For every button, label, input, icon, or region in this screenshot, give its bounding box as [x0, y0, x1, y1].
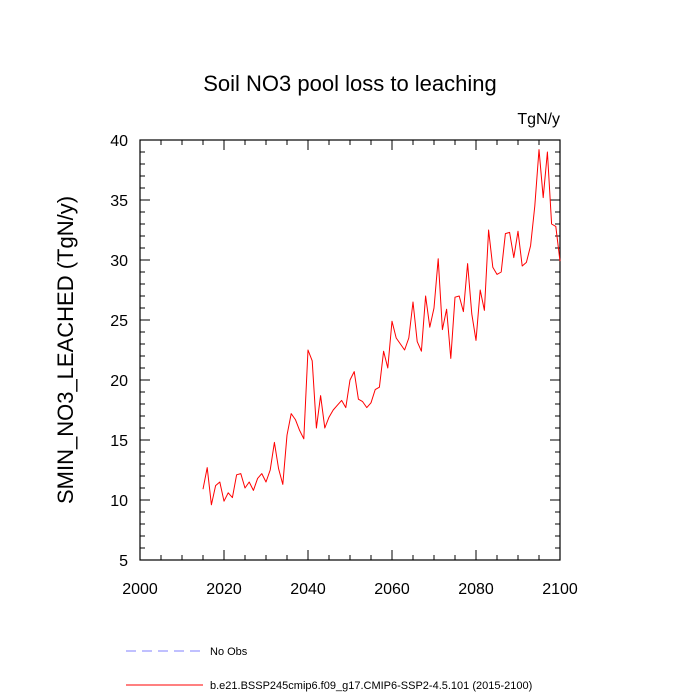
y-tick-label: 15 [110, 433, 128, 450]
legend-label-model-run: b.e21.BSSP245cmip6.f09_g17.CMIP6-SSP2-4.… [210, 680, 532, 692]
y-tick-label: 20 [110, 373, 128, 390]
y-tick-label: 35 [110, 193, 128, 210]
x-tick-label: 2060 [374, 581, 410, 598]
y-tick-label: 40 [110, 133, 128, 150]
series-layer [202, 149, 561, 506]
y-tick-label: 10 [110, 493, 128, 510]
series-line-0 [202, 149, 561, 506]
x-tick-label: 2000 [122, 581, 158, 598]
y-axis: 5 10 15 20 25 30 35 40 [110, 133, 560, 570]
chart-title: Soil NO3 pool loss to leaching [203, 71, 497, 96]
x-tick-label: 2100 [542, 581, 578, 598]
y-axis-label: SMIN_NO3_LEACHED (TgN/y) [53, 196, 78, 504]
units-label: TgN/y [517, 111, 560, 128]
y-tick-label: 5 [119, 553, 128, 570]
y-tick-label: 25 [110, 313, 128, 330]
x-axis: 2000 2020 2040 2060 2080 2100 [122, 140, 578, 598]
x-tick-label: 2080 [458, 581, 494, 598]
plot-frame [139, 139, 561, 561]
x-tick-label: 2040 [290, 581, 326, 598]
x-tick-label: 2020 [206, 581, 242, 598]
y-tick-label: 30 [110, 253, 128, 270]
legend: No Obs b.e21.BSSP245cmip6.f09_g17.CMIP6-… [126, 646, 532, 692]
legend-label-no-obs: No Obs [210, 646, 248, 658]
